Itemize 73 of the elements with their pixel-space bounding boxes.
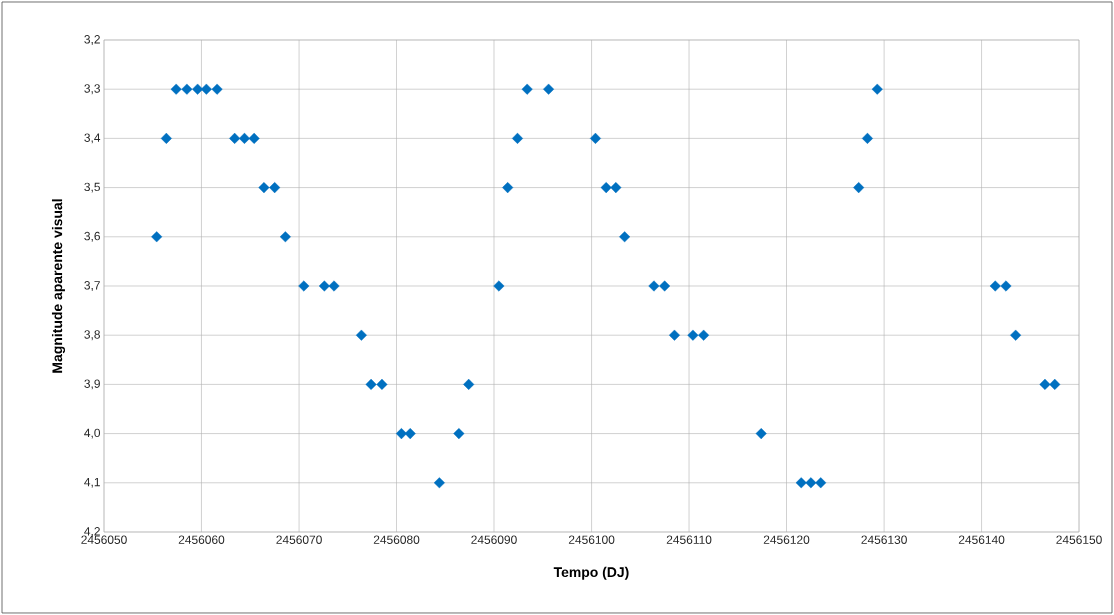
point [1039, 378, 1051, 390]
point [229, 132, 241, 144]
point [318, 280, 330, 292]
point [211, 83, 223, 95]
y-tick-label: 3,5 [84, 182, 100, 193]
point [395, 428, 407, 440]
point [376, 378, 388, 390]
x-axis-title: Tempo (DJ) [553, 566, 629, 580]
x-tick-label: 2456050 [81, 535, 127, 544]
point [1000, 280, 1012, 292]
point [698, 329, 710, 341]
y-tick-label: 3,3 [84, 84, 100, 95]
x-tick-label: 2456140 [958, 535, 1005, 544]
point [1010, 329, 1022, 341]
point [355, 329, 367, 341]
point [328, 280, 340, 292]
y-tick-label: 3,9 [84, 379, 100, 390]
point [248, 132, 260, 144]
point [871, 83, 883, 95]
point [279, 231, 291, 243]
x-tick-label: 2456130 [861, 535, 907, 544]
point [365, 378, 377, 390]
y-tick-label: 4,2 [84, 527, 100, 537]
point [258, 182, 270, 194]
point [433, 477, 445, 489]
point [589, 132, 601, 144]
point [521, 83, 533, 95]
point [543, 83, 555, 95]
point [989, 280, 1001, 292]
point [805, 477, 817, 489]
point [160, 132, 172, 144]
x-tick-label: 2456080 [373, 535, 420, 544]
point [493, 280, 505, 292]
y-tick-label: 3,4 [84, 133, 101, 144]
point [687, 329, 699, 341]
x-tick-label: 2456120 [763, 535, 810, 544]
y-tick-label: 4,1 [84, 477, 100, 488]
point [610, 182, 622, 194]
point [502, 182, 514, 194]
point [404, 428, 416, 440]
y-axis-title: Magnitude aparente visual [51, 199, 66, 373]
point [795, 477, 807, 489]
point [151, 231, 163, 243]
point [853, 182, 865, 194]
point [269, 182, 281, 194]
point [1049, 378, 1061, 390]
y-tick-label: 3,2 [84, 35, 100, 45]
point [815, 477, 827, 489]
x-tick-label: 2456070 [276, 535, 322, 544]
point [170, 83, 182, 95]
point [200, 83, 212, 95]
point [298, 280, 310, 292]
point [861, 132, 873, 144]
y-tick-label: 3,7 [84, 281, 100, 291]
point [755, 428, 767, 440]
y-tick-label: 3,8 [84, 330, 100, 341]
point [453, 428, 465, 440]
x-tick-label: 2456150 [1056, 535, 1102, 544]
y-tick-label: 4,0 [84, 428, 101, 439]
point [238, 132, 250, 144]
x-tick-label: 2456100 [568, 535, 615, 544]
point [463, 378, 475, 390]
point [668, 329, 680, 341]
x-tick-label: 2456090 [471, 535, 517, 544]
point [600, 182, 612, 194]
point [511, 132, 523, 144]
point [181, 83, 193, 95]
point [659, 280, 671, 292]
point [648, 280, 660, 292]
y-tick-label: 3,6 [84, 231, 100, 242]
point [619, 231, 631, 243]
x-tick-label: 2456110 [666, 535, 712, 544]
x-tick-label: 2456060 [178, 535, 225, 544]
